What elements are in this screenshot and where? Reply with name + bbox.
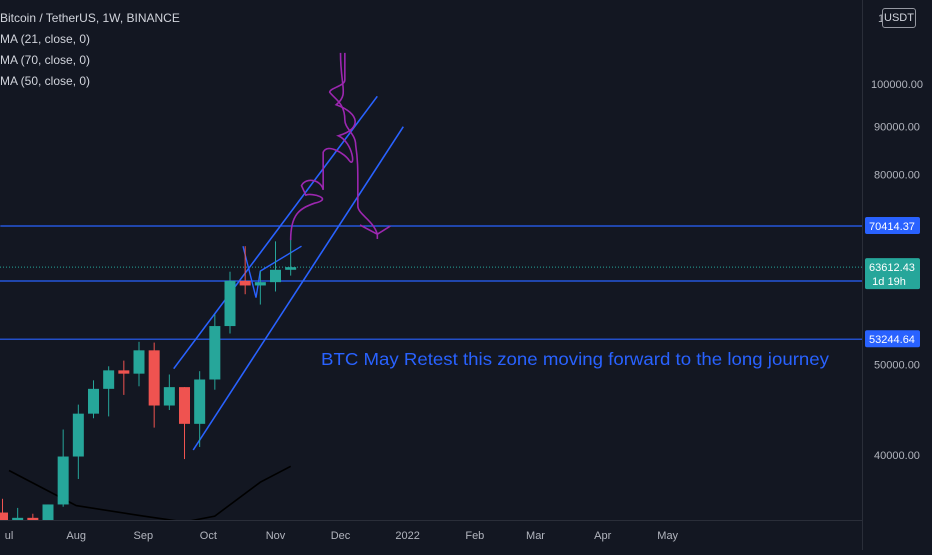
x-tick-label-2: Sep: [134, 530, 154, 542]
candle-body: [163, 387, 175, 406]
candle-body: [27, 517, 39, 520]
symbol-title[interactable]: Bitcoin / TetherUS, 1W, BINANCE: [0, 11, 180, 25]
y-tick-label-3: 50000.00: [874, 360, 920, 372]
candle-body: [103, 370, 115, 389]
candle: [148, 342, 160, 428]
candle-body: [239, 280, 251, 286]
candle: [254, 271, 266, 305]
candle-body: [270, 269, 282, 283]
x-tick-label-1: Aug: [66, 530, 86, 542]
candle: [270, 241, 282, 292]
candle-body: [194, 379, 206, 424]
chart-legend: Bitcoin / TetherUS, 1W, BINANCE MA (21, …: [0, 8, 180, 92]
y-tick-label-2: 80000.00: [874, 169, 920, 181]
plot-area: [0, 52, 862, 550]
ma-50-label[interactable]: MA (50, close, 0): [0, 74, 91, 88]
moving-average-line-0: [8, 465, 292, 520]
candle: [27, 513, 39, 520]
annotation-text: BTC May Retest this zone moving forward …: [321, 349, 829, 369]
channel-lower-line: [192, 126, 404, 451]
candle: [42, 504, 54, 520]
candle: [194, 371, 206, 447]
x-tick-label-7: Feb: [465, 530, 484, 542]
y-tick-label-0: 100000.00: [871, 79, 923, 91]
price-label-line-0-bg: [865, 217, 920, 235]
candle-body: [224, 280, 236, 327]
ma-21-label[interactable]: MA (21, close, 0): [0, 32, 91, 46]
x-tick-label-9: Apr: [594, 530, 611, 542]
price-label-line-0-text: 70414.37: [869, 221, 915, 233]
candle-body: [0, 512, 8, 520]
candle-body: [57, 456, 69, 505]
candle: [0, 498, 8, 520]
projection-arrowhead: [359, 224, 391, 236]
x-tick-label-8: Mar: [526, 530, 545, 542]
candle: [285, 234, 297, 276]
y-tick-label-4: 40000.00: [874, 450, 920, 462]
candle: [179, 387, 191, 460]
candle: [103, 366, 115, 417]
x-tick-label-6: 2022: [395, 530, 419, 542]
candle-body: [254, 282, 266, 286]
candle: [12, 507, 24, 520]
x-tick-label-3: Oct: [200, 530, 217, 542]
x-tick-label-10: May: [657, 530, 678, 542]
price-label-last-text: 63612.43: [869, 262, 915, 274]
candle: [118, 360, 130, 395]
candle-body: [12, 517, 24, 520]
price-label-last-countdown: 1d 19h: [872, 276, 906, 288]
candle-body: [179, 387, 191, 424]
candle: [163, 374, 175, 411]
x-tick-label-4: Nov: [266, 530, 286, 542]
price-label-line-2-bg: [865, 330, 920, 348]
currency-button[interactable]: USDT: [882, 8, 916, 28]
projection-path-upper: [289, 52, 356, 241]
candle-body: [209, 326, 221, 380]
candle: [57, 429, 69, 507]
moving-average-line-1: [143, 544, 290, 550]
x-tick-label-0: ul: [5, 530, 14, 542]
candle: [88, 380, 100, 419]
candle: [133, 341, 145, 387]
candle-body: [42, 504, 54, 520]
ma-70-label[interactable]: MA (70, close, 0): [0, 53, 91, 67]
candle-body: [133, 350, 145, 374]
candle-body: [118, 370, 130, 374]
candle: [72, 404, 84, 479]
x-tick-label-5: Dec: [331, 530, 351, 542]
candle-body: [285, 267, 297, 270]
projection-path-descent: [328, 52, 379, 235]
candle: [209, 314, 221, 390]
price-label-last-bg: [865, 258, 920, 290]
y-tick-label-1: 90000.00: [874, 122, 920, 134]
channel-upper-line: [173, 95, 378, 370]
candle: [224, 271, 236, 334]
candle-body: [88, 388, 100, 414]
candle: [239, 246, 251, 295]
candle-body: [72, 413, 84, 457]
candle-body: [148, 350, 160, 406]
price-label-line-2-text: 53244.64: [869, 334, 915, 346]
